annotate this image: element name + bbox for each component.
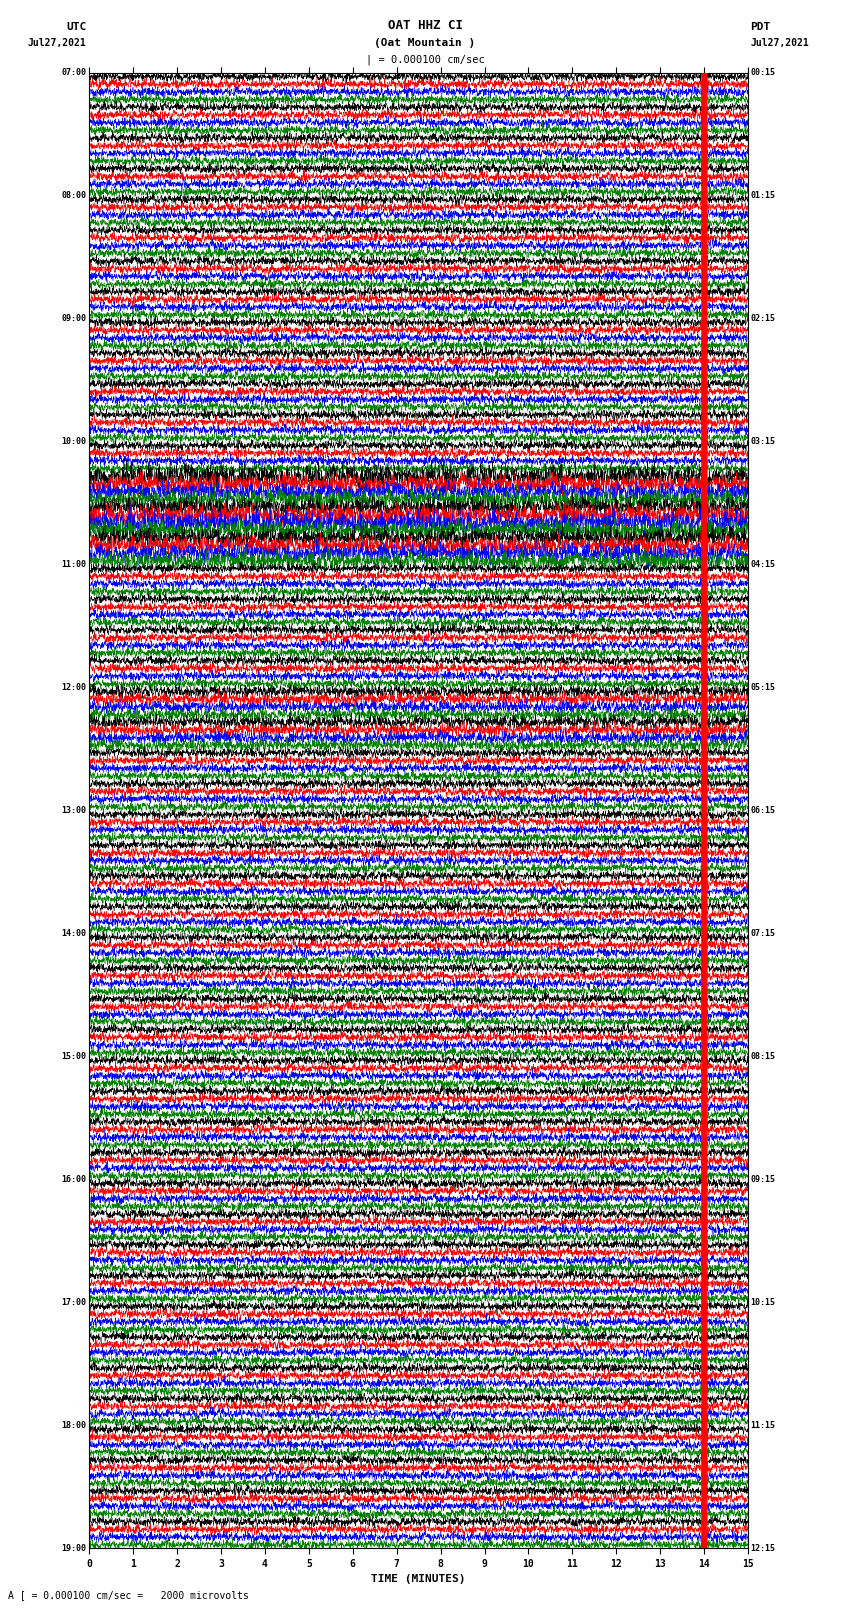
Text: 12:00: 12:00: [62, 682, 87, 692]
Text: 09:15: 09:15: [751, 1174, 775, 1184]
Text: Jul27,2021: Jul27,2021: [28, 39, 87, 48]
Text: 01:15: 01:15: [751, 190, 775, 200]
Text: 08:00: 08:00: [62, 190, 87, 200]
Text: 03:15: 03:15: [751, 437, 775, 447]
Text: Jul27,2021: Jul27,2021: [751, 39, 809, 48]
Text: | = 0.000100 cm/sec: | = 0.000100 cm/sec: [366, 53, 484, 65]
Text: 17:00: 17:00: [62, 1298, 87, 1307]
Text: 07:00: 07:00: [62, 68, 87, 77]
Text: PDT: PDT: [751, 23, 771, 32]
Text: 09:00: 09:00: [62, 315, 87, 323]
Text: 11:00: 11:00: [62, 560, 87, 569]
Text: 04:15: 04:15: [751, 560, 775, 569]
Text: OAT HHZ CI: OAT HHZ CI: [388, 19, 462, 32]
X-axis label: TIME (MINUTES): TIME (MINUTES): [371, 1574, 466, 1584]
Text: 19:00: 19:00: [62, 1544, 87, 1553]
Text: 00:15: 00:15: [751, 68, 775, 77]
Text: 13:00: 13:00: [62, 806, 87, 815]
Text: 02:15: 02:15: [751, 315, 775, 323]
Text: 06:15: 06:15: [751, 806, 775, 815]
Text: 14:00: 14:00: [62, 929, 87, 939]
Text: 07:15: 07:15: [751, 929, 775, 939]
Text: 15:00: 15:00: [62, 1052, 87, 1061]
Text: A [ = 0.000100 cm/sec =   2000 microvolts: A [ = 0.000100 cm/sec = 2000 microvolts: [8, 1590, 249, 1600]
Text: (Oat Mountain ): (Oat Mountain ): [374, 39, 476, 48]
Text: 10:00: 10:00: [62, 437, 87, 447]
Text: 08:15: 08:15: [751, 1052, 775, 1061]
Text: 11:15: 11:15: [751, 1421, 775, 1431]
Text: 05:15: 05:15: [751, 682, 775, 692]
Text: 16:00: 16:00: [62, 1174, 87, 1184]
Text: 18:00: 18:00: [62, 1421, 87, 1431]
Text: 10:15: 10:15: [751, 1298, 775, 1307]
Text: UTC: UTC: [66, 23, 87, 32]
Text: 12:15: 12:15: [751, 1544, 775, 1553]
